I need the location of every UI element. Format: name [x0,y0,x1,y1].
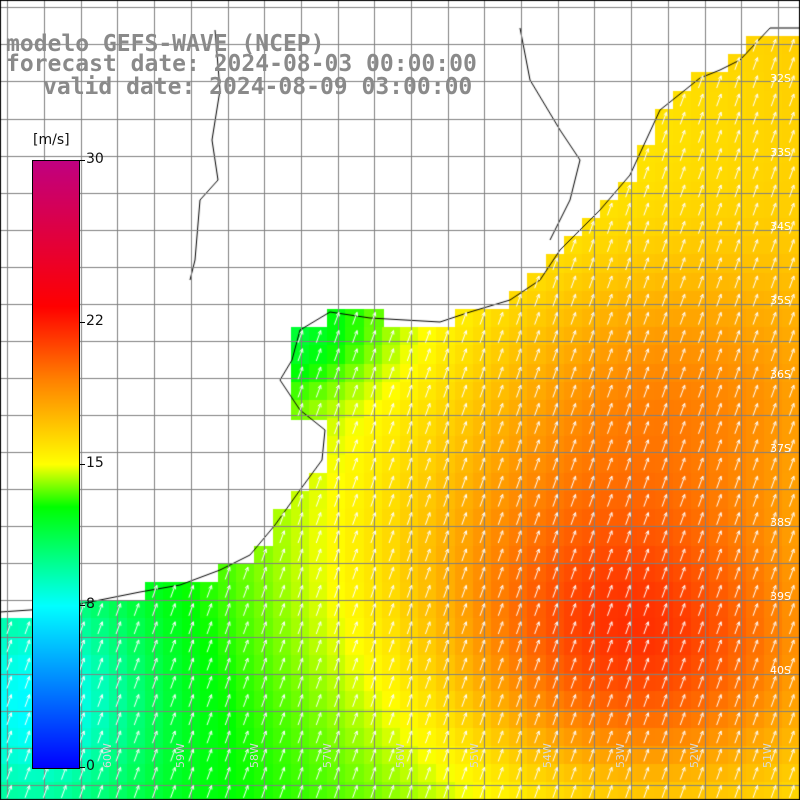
colorbar-tick-mark [79,463,85,465]
longitude-label: 54W [541,743,555,768]
colorbar-tick-label: 8 [86,596,95,613]
latitude-label: 33S [770,145,791,159]
longitude-label: 60W [100,743,114,768]
longitude-label: 51W [761,743,775,768]
latitude-label: 37S [770,441,791,455]
longitude-label: 52W [687,743,701,768]
latitude-label: 35S [770,293,791,307]
longitude-label: 56W [394,743,408,768]
forecast-date: forecast date: 2024-08-03 00:00:00 [6,51,477,77]
latitude-label: 36S [770,367,791,381]
colorbar [32,160,80,769]
colorbar-tick-mark [79,605,85,607]
longitude-label: 57W [320,743,334,768]
latitude-label: 40S [770,664,791,678]
longitude-label: 59W [174,743,188,768]
colorbar-tick-mark [79,321,85,323]
colorbar-tick-mark [79,767,85,768]
latitude-label: 38S [770,515,791,529]
latitude-label: 32S [770,71,791,85]
model-title: modelo GEFS-WAVE (NCEP) [6,31,325,57]
latitude-label: 39S [770,590,791,604]
colorbar-tick-label: 0 [86,758,95,774]
longitude-label: 58W [247,743,261,768]
colorbar-tick-label: 15 [86,454,104,471]
longitude-label: 55W [467,743,481,768]
latitude-label: 34S [770,219,791,233]
colorbar-tick-label: 22 [86,312,104,329]
colorbar-tick-label: 30 [86,151,104,167]
valid-date: valid date: 2024-08-09 03:00:00 [43,74,473,100]
longitude-label: 53W [614,743,628,768]
colorbar-unit: [m/s] [33,132,70,148]
colorbar-tick-mark [79,160,85,161]
